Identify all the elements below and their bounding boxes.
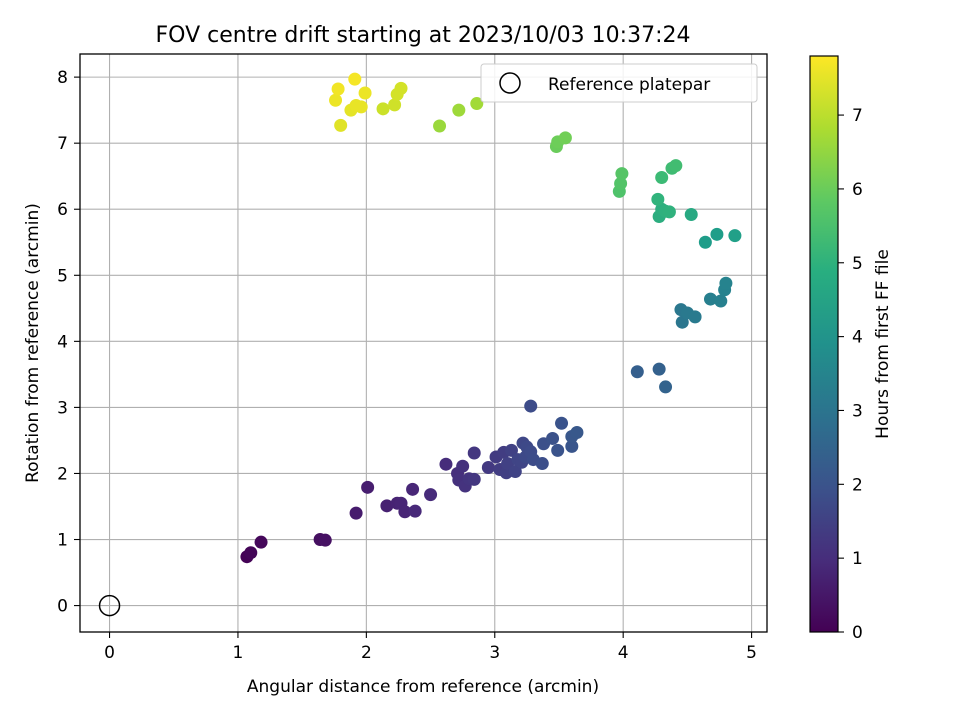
data-point: [630, 365, 644, 379]
x-tick-label: 4: [618, 643, 629, 663]
points-layer: [240, 72, 742, 564]
data-point: [728, 229, 742, 243]
colorbar-tick-label: 1: [852, 549, 863, 569]
y-tick-label: 5: [57, 266, 68, 286]
grid-lines: [80, 54, 767, 632]
data-point: [719, 276, 733, 290]
plot-area: 0 1 2 3 4 5 0 1 2 3 4 5 6 7 8: [57, 53, 768, 663]
data-point: [244, 546, 258, 560]
x-tick-label: 3: [489, 643, 500, 663]
colorbar-tick-label: 4: [852, 328, 863, 348]
data-point: [714, 294, 728, 308]
data-point: [358, 86, 372, 100]
data-point: [334, 118, 348, 132]
data-point: [615, 167, 629, 181]
data-point: [669, 159, 683, 173]
data-point: [348, 72, 362, 86]
y-tick-label: 3: [57, 398, 68, 418]
data-point: [254, 535, 268, 549]
x-tick-label: 1: [233, 643, 244, 663]
data-point: [433, 119, 447, 133]
x-tick-label: 5: [746, 643, 757, 663]
data-point: [394, 81, 408, 95]
reference-platepar-marker: [98, 594, 121, 617]
data-point: [349, 506, 363, 520]
data-point: [388, 98, 402, 112]
data-point: [535, 457, 549, 471]
data-point: [688, 310, 702, 324]
y-tick-label: 7: [57, 134, 68, 154]
data-point: [565, 439, 579, 453]
colorbar-label: Hours from first FF file: [873, 249, 893, 439]
data-point: [380, 499, 394, 513]
y-tick-label: 4: [57, 332, 68, 352]
data-point: [570, 426, 584, 440]
data-point: [659, 380, 673, 394]
legend: Reference platepar: [480, 63, 758, 103]
data-point: [558, 131, 572, 145]
legend-entry-label: Reference platepar: [548, 75, 710, 95]
data-point: [698, 235, 712, 249]
colorbar-tick-label: 3: [852, 401, 863, 421]
x-tick-label: 0: [104, 643, 115, 663]
colorbar-gradient: [809, 55, 839, 633]
data-point: [703, 292, 717, 306]
data-point: [710, 227, 724, 241]
data-point: [331, 82, 345, 96]
data-point: [361, 480, 375, 494]
y-tick-label: 0: [57, 597, 68, 617]
data-point: [655, 171, 669, 185]
y-ticks: 0 1 2 3 4 5 6 7 8: [57, 68, 80, 617]
colorbar-tick-label: 5: [852, 254, 863, 274]
plot-frame: [79, 53, 768, 633]
data-point: [354, 100, 368, 114]
data-point: [329, 93, 343, 107]
data-point: [684, 208, 698, 222]
data-point: [651, 192, 665, 206]
data-point: [376, 102, 390, 116]
y-tick-label: 8: [57, 68, 68, 88]
data-point: [546, 431, 560, 445]
y-tick-label: 1: [57, 531, 68, 551]
colorbar-tick-label: 6: [852, 180, 863, 200]
x-ticks: 0 1 2 3 4 5: [104, 632, 757, 663]
data-point: [470, 97, 484, 111]
data-point: [504, 443, 518, 457]
data-point: [467, 472, 481, 486]
data-point: [524, 399, 538, 413]
data-point: [614, 176, 628, 190]
data-point: [555, 416, 569, 430]
data-point: [439, 457, 453, 471]
data-point: [318, 533, 332, 547]
x-axis-label: Angular distance from reference (arcmin): [247, 677, 599, 697]
data-point: [481, 461, 495, 475]
colorbar-tick-label: 2: [852, 475, 863, 495]
y-tick-label: 2: [57, 464, 68, 484]
data-point: [406, 482, 420, 496]
data-point: [652, 362, 666, 376]
colorbar-tick-label: 7: [852, 106, 863, 126]
y-axis-label: Rotation from reference (arcmin): [23, 203, 43, 483]
x-tick-label: 2: [361, 643, 372, 663]
colorbar: 0 1 2 3 4 5 6 7 Hours from first FF file: [809, 55, 893, 643]
colorbar-ticks: 0 1 2 3 4 5 6 7: [838, 106, 863, 643]
data-point: [662, 205, 676, 219]
data-point: [508, 464, 522, 478]
data-point: [408, 504, 422, 518]
legend-marker: [499, 72, 521, 94]
y-tick-label: 6: [57, 200, 68, 220]
data-point: [398, 505, 412, 519]
data-point: [452, 103, 466, 117]
data-point: [467, 446, 481, 460]
data-point: [551, 443, 565, 457]
chart-title: FOV centre drift starting at 2023/10/03 …: [156, 23, 691, 48]
colorbar-tick-label: 0: [852, 623, 863, 643]
data-point: [456, 459, 470, 473]
data-point: [424, 488, 438, 502]
legend-box: [480, 63, 758, 103]
